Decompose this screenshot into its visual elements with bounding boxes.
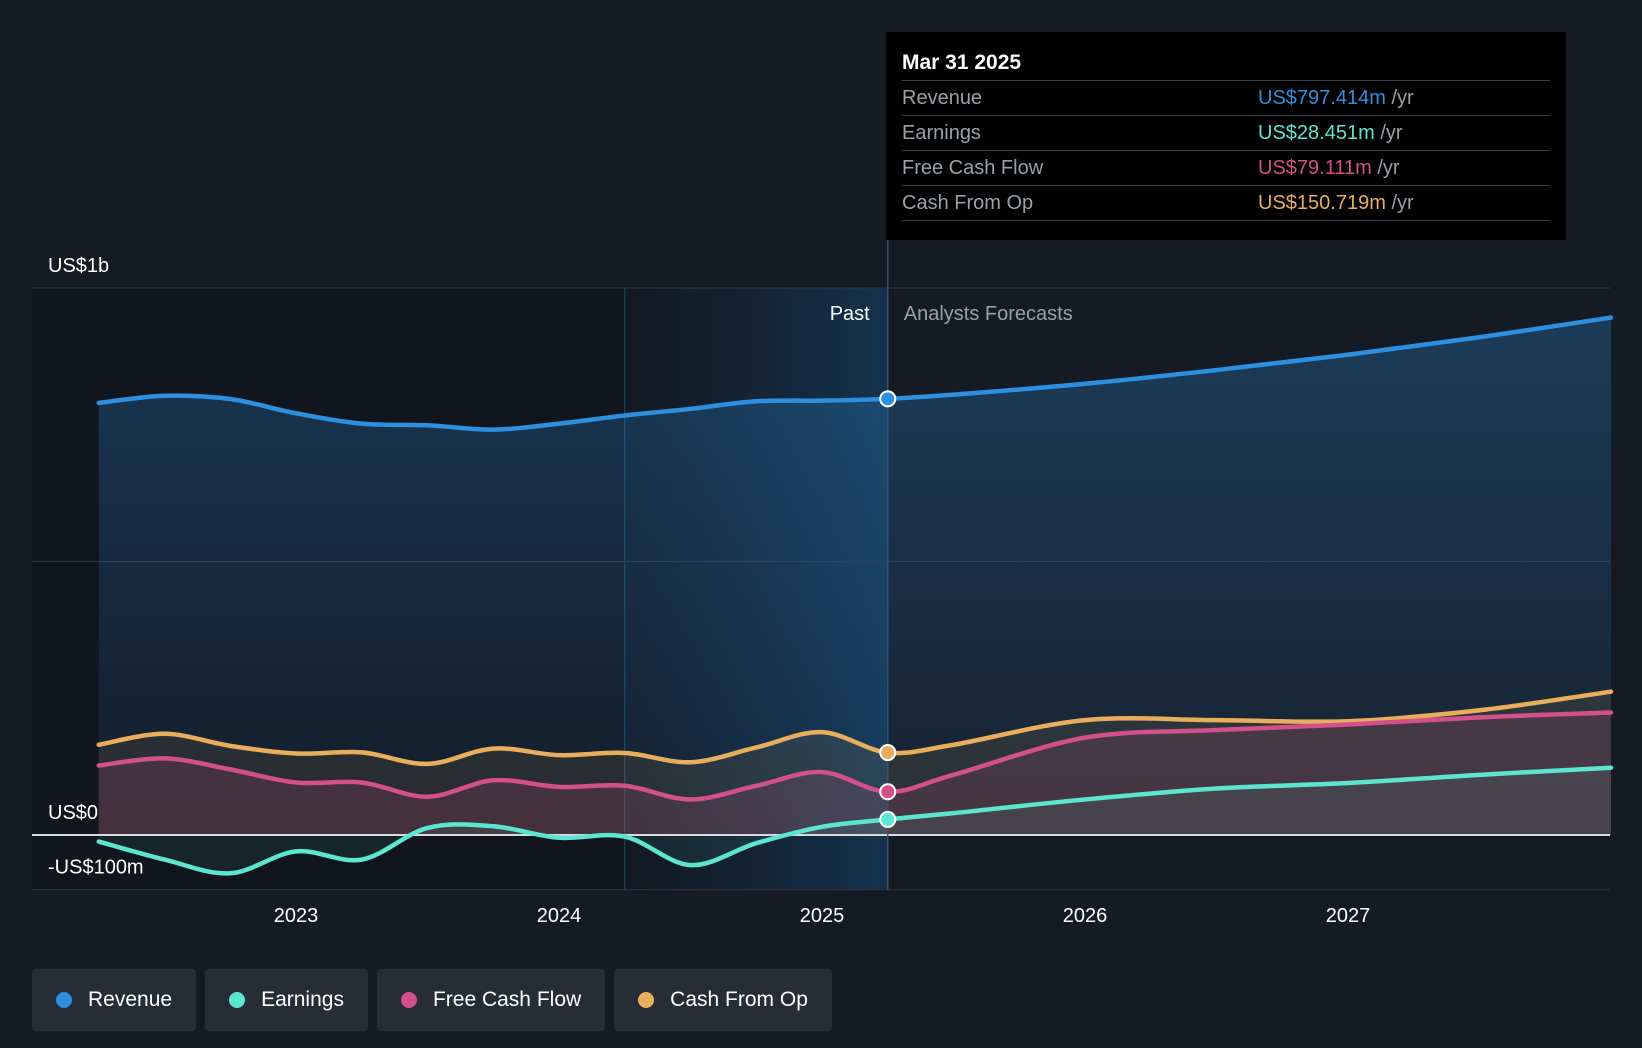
x-tick-label: 2024	[537, 905, 582, 927]
area-free-cash-flow	[98, 712, 1611, 835]
tooltip-label: Cash From Op	[902, 192, 1034, 214]
y-tick-label: US$0	[48, 802, 98, 824]
x-tick-label: 2026	[1063, 905, 1108, 927]
x-tick-label: 2023	[274, 905, 319, 927]
series-line-earnings	[96, 765, 1614, 876]
area-revenue	[98, 317, 1611, 836]
tooltip-label: Free Cash Flow	[902, 157, 1044, 179]
series-line-free-cash-flow	[96, 710, 1614, 802]
tooltip-label: Earnings	[902, 122, 981, 144]
area-earnings	[98, 767, 1611, 874]
tooltip-label: Revenue	[902, 87, 983, 109]
tooltip-unit: /yr	[1377, 157, 1400, 179]
tooltip-date: Mar 31 2025	[902, 46, 1550, 81]
y-tick-label: US$1b	[48, 255, 109, 277]
y-tick-label: -US$100m	[48, 857, 144, 879]
chart-tooltip: Mar 31 2025 Revenue US$797.414m /yr Earn…	[886, 32, 1566, 240]
series-line-revenue	[96, 315, 1614, 432]
legend-label: Free Cash Flow	[432, 988, 582, 1011]
legend-item-revenue[interactable]: Revenue	[32, 969, 197, 1031]
chart-legend: Revenue Earnings Free Cash Flow Cash Fro…	[32, 969, 832, 1031]
data-point-marker	[879, 390, 897, 408]
tooltip-row-free-cash-flow: Free Cash Flow US$79.111m /yr	[902, 151, 1550, 186]
tooltip-unit: /yr	[1391, 192, 1414, 214]
legend-label: Earnings	[261, 988, 344, 1011]
legend-dot-icon	[56, 992, 72, 1008]
legend-item-free-cash-flow[interactable]: Free Cash Flow	[376, 969, 606, 1031]
legend-item-earnings[interactable]: Earnings	[205, 969, 368, 1031]
data-point-marker	[879, 744, 897, 762]
chart-canvas: US$1b US$0 -US$100m 2023 2024 2025 2026 2027 Pas…	[32, 240, 1614, 927]
legend-label: Revenue	[88, 988, 173, 1011]
legend-item-cash-from-op[interactable]: Cash From Op	[614, 969, 832, 1031]
x-tick-label: 2027	[1326, 905, 1371, 927]
tooltip-value: US$150.719m	[1258, 192, 1386, 214]
tooltip-unit: /yr	[1391, 87, 1414, 109]
x-tick-label: 2025	[800, 905, 845, 927]
forecast-label: Analysts Forecasts	[904, 303, 1073, 325]
data-point-marker	[879, 783, 897, 801]
legend-dot-icon	[638, 992, 655, 1008]
tooltip-value: US$797.414m	[1258, 87, 1386, 109]
tooltip-row-revenue: Revenue US$797.414m /yr	[902, 81, 1550, 116]
tooltip-value: US$28.451m	[1258, 122, 1375, 144]
tooltip-row-cash-from-op: Cash From Op US$150.719m /yr	[902, 186, 1550, 221]
tooltip-value: US$79.111m	[1258, 157, 1372, 179]
legend-label: Cash From Op	[670, 988, 808, 1011]
series-line-cash-from-op	[96, 689, 1614, 767]
past-label: Past	[830, 303, 870, 325]
data-point-marker	[879, 810, 897, 828]
legend-dot-icon	[229, 992, 246, 1008]
legend-dot-icon	[400, 992, 417, 1008]
tooltip-row-earnings: Earnings US$28.451m /yr	[902, 116, 1550, 151]
tooltip-unit: /yr	[1380, 122, 1403, 144]
